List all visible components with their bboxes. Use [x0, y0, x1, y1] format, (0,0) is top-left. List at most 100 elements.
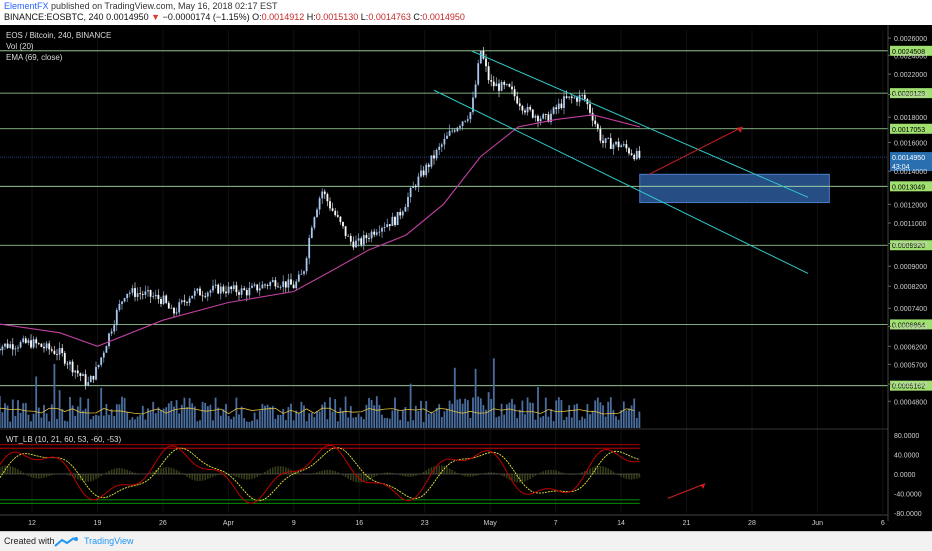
close-label: C:	[413, 12, 423, 22]
volume-bar	[204, 402, 207, 428]
volume-bar	[50, 404, 53, 428]
level-badge-label: 0.0013049	[892, 184, 925, 191]
candle-body	[37, 343, 40, 345]
volume-bar	[388, 418, 391, 428]
candle-body	[136, 293, 139, 297]
y-tick-label: 0.0006200	[894, 344, 927, 351]
candle-body	[287, 279, 290, 288]
volume-bar	[466, 400, 469, 428]
volume-bar	[485, 409, 487, 428]
author-link[interactable]: ElementFX	[4, 1, 49, 11]
chart-canvas[interactable]: 0.0024508 0.0020129 0.0017053 0.0013049 0.00…	[0, 25, 932, 531]
volume-bar	[180, 404, 183, 428]
candle-body	[251, 285, 253, 288]
candle-body	[126, 293, 129, 299]
candle-body	[414, 186, 417, 188]
candle-body	[282, 281, 285, 287]
candle-body	[240, 288, 243, 295]
volume-bar	[154, 413, 157, 428]
candle-body	[352, 241, 355, 248]
candle-body	[30, 340, 32, 348]
price-axis[interactable]: 0.00260000.00240000.00220000.00200000.00…	[887, 25, 927, 521]
candle-body	[583, 94, 586, 100]
candle-body	[0, 348, 1, 351]
level-badge-label: 0.0006864	[892, 322, 925, 329]
candle-body	[539, 118, 542, 122]
candle-body	[232, 285, 235, 290]
volume-bar	[199, 420, 201, 428]
volume-bar	[147, 408, 149, 428]
candle-body	[97, 364, 100, 368]
level-badge-label: 0.0017053	[892, 127, 925, 134]
volume-bar	[435, 407, 438, 428]
candle-body	[495, 83, 498, 87]
volume-bar	[37, 407, 40, 428]
candle-body	[84, 374, 87, 386]
volume-bar	[22, 403, 25, 428]
volume-bar	[508, 402, 511, 428]
candle-body	[102, 352, 105, 358]
candle-body	[149, 290, 152, 297]
candle-body	[11, 344, 14, 350]
volume-bar	[82, 410, 84, 428]
candle-body	[305, 258, 308, 272]
publish-line: ElementFX published on TradingView.com, …	[4, 1, 278, 11]
candle-body	[576, 97, 578, 102]
candle-body	[178, 302, 181, 313]
candle-body	[516, 96, 519, 104]
current-price-badge	[890, 152, 932, 172]
tradingview-link[interactable]: TradingView	[84, 536, 134, 546]
wt-tick-label: -40.0000	[894, 492, 922, 499]
volume-bar	[355, 417, 357, 428]
candle-body	[474, 84, 477, 98]
volume-bar	[323, 402, 326, 428]
candle-body	[71, 361, 74, 373]
volume-bar	[617, 419, 620, 428]
y-tick-label: 0.0020000	[894, 93, 927, 100]
candle-body	[9, 344, 12, 348]
wt-tick-label: 80.0000	[894, 433, 919, 440]
volume-bar	[609, 397, 612, 428]
candle-body	[498, 83, 500, 91]
candle-body	[256, 284, 259, 291]
volume-bar	[66, 421, 69, 428]
candle-body	[300, 273, 303, 275]
volume-bar	[511, 398, 513, 428]
candle-body	[552, 107, 555, 114]
candle-body	[35, 339, 38, 344]
volume-bar	[251, 420, 253, 428]
volume-bar	[368, 398, 370, 428]
volume-bar	[235, 397, 238, 428]
volume-bar	[360, 416, 363, 428]
open-label: O:	[252, 12, 262, 22]
ohlc-line: BINANCE:EOSBTC, 240 0.0014950 ▼ −0.00001…	[4, 12, 465, 22]
candle-body	[27, 340, 30, 343]
volume-bar	[552, 421, 555, 428]
candle-body	[625, 144, 628, 149]
candle-body	[633, 154, 636, 160]
candle-body	[542, 114, 545, 119]
candle-body	[277, 286, 279, 288]
volume-bar	[97, 415, 100, 428]
time-axis[interactable]: 12 19 26 Apr 9 16 23 May 7 14 21 28 Jun 6	[0, 514, 888, 527]
y-tick-label: 0.0006800	[894, 324, 927, 331]
volume-bar	[565, 416, 568, 428]
volume-bar	[581, 416, 584, 428]
volume-bar	[290, 403, 292, 428]
candle-body	[534, 115, 537, 118]
volume-bar	[329, 397, 331, 428]
volume-bar	[321, 404, 324, 428]
volume-bar	[149, 410, 152, 428]
candle-body	[217, 284, 220, 294]
volume-bar	[622, 401, 625, 428]
volume-bar	[347, 417, 350, 428]
publish-info: published on TradingView.com, May 16, 20…	[51, 1, 278, 11]
volume-bar	[152, 401, 155, 428]
volume-bar	[102, 415, 105, 428]
candle-body	[4, 343, 6, 347]
y-tick-label: 0.0016000	[894, 140, 927, 147]
volume-bar	[61, 409, 64, 428]
volume-bar	[277, 414, 279, 428]
projection-arrow-price	[648, 126, 743, 175]
level-badge	[890, 319, 932, 330]
